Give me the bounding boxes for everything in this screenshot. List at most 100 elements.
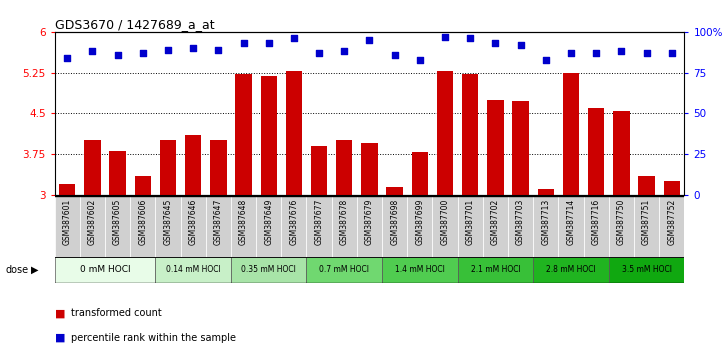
Bar: [332, 196, 357, 258]
Bar: [185, 135, 202, 195]
Bar: [336, 141, 352, 195]
Text: 2.1 mM HOCl: 2.1 mM HOCl: [470, 266, 521, 274]
Text: GSM387678: GSM387678: [340, 198, 349, 245]
Bar: [411, 152, 428, 195]
Bar: [387, 187, 403, 195]
Bar: [533, 196, 558, 258]
Text: GSM387645: GSM387645: [164, 198, 173, 245]
Point: [565, 50, 577, 56]
Point: [137, 50, 149, 56]
Bar: [59, 184, 76, 195]
Point: [237, 40, 249, 46]
Point: [666, 50, 678, 56]
Bar: [588, 108, 604, 195]
Bar: [261, 76, 277, 195]
Point: [489, 40, 501, 46]
Point: [187, 45, 199, 51]
Bar: [55, 196, 80, 258]
Point: [87, 48, 98, 54]
Text: GSM387605: GSM387605: [113, 198, 122, 245]
Point: [439, 34, 451, 40]
Text: 3.5 mM HOCl: 3.5 mM HOCl: [622, 266, 671, 274]
Bar: [462, 74, 478, 195]
Bar: [84, 141, 100, 195]
Bar: [638, 176, 654, 195]
Bar: [256, 196, 281, 258]
Text: ■: ■: [55, 333, 65, 343]
Point: [616, 48, 628, 54]
Bar: [382, 196, 407, 258]
Text: GSM387752: GSM387752: [668, 198, 676, 245]
Bar: [109, 151, 126, 195]
Text: GSM387606: GSM387606: [138, 198, 147, 245]
Bar: [458, 196, 483, 258]
Bar: [281, 196, 306, 258]
Text: 1.4 mM HOCl: 1.4 mM HOCl: [395, 266, 445, 274]
Text: ▶: ▶: [31, 265, 38, 275]
Point: [414, 57, 426, 62]
Bar: [306, 196, 332, 258]
Bar: [634, 196, 659, 258]
Text: GSM387713: GSM387713: [542, 198, 550, 245]
Point: [313, 50, 325, 56]
Bar: [155, 196, 181, 258]
Bar: [437, 72, 454, 195]
Bar: [513, 101, 529, 195]
Bar: [135, 176, 151, 195]
Text: GSM387700: GSM387700: [440, 198, 449, 245]
Text: GSM387703: GSM387703: [516, 198, 525, 245]
Text: GSM387699: GSM387699: [416, 198, 424, 245]
Bar: [458, 257, 533, 283]
Point: [515, 42, 526, 48]
Point: [590, 50, 602, 56]
Point: [288, 35, 300, 41]
Bar: [210, 141, 226, 195]
Text: GSM387646: GSM387646: [189, 198, 197, 245]
Bar: [659, 196, 684, 258]
Bar: [206, 196, 231, 258]
Bar: [231, 257, 306, 283]
Bar: [432, 196, 458, 258]
Text: GSM387714: GSM387714: [566, 198, 575, 245]
Point: [540, 57, 552, 62]
Text: GSM387602: GSM387602: [88, 198, 97, 245]
Text: percentile rank within the sample: percentile rank within the sample: [71, 333, 236, 343]
Point: [464, 35, 476, 41]
Text: GSM387679: GSM387679: [365, 198, 374, 245]
Bar: [306, 257, 382, 283]
Bar: [483, 196, 508, 258]
Text: GSM387649: GSM387649: [264, 198, 273, 245]
Bar: [609, 196, 634, 258]
Text: dose: dose: [6, 265, 29, 275]
Point: [263, 40, 274, 46]
Point: [112, 52, 124, 57]
Point: [363, 37, 376, 43]
Bar: [563, 73, 579, 195]
Bar: [663, 181, 680, 195]
Text: GSM387698: GSM387698: [390, 198, 399, 245]
Text: GSM387677: GSM387677: [314, 198, 323, 245]
Bar: [80, 196, 105, 258]
Bar: [508, 196, 533, 258]
Text: GDS3670 / 1427689_a_at: GDS3670 / 1427689_a_at: [55, 18, 214, 31]
Bar: [55, 257, 155, 283]
Point: [162, 47, 174, 53]
Point: [389, 52, 400, 57]
Point: [61, 55, 73, 61]
Bar: [231, 196, 256, 258]
Text: 0.35 mM HOCl: 0.35 mM HOCl: [241, 266, 296, 274]
Text: GSM387750: GSM387750: [617, 198, 626, 245]
Text: GSM387701: GSM387701: [466, 198, 475, 245]
Bar: [357, 196, 382, 258]
Bar: [487, 100, 504, 195]
Text: 0.14 mM HOCl: 0.14 mM HOCl: [166, 266, 221, 274]
Text: GSM387676: GSM387676: [290, 198, 298, 245]
Bar: [181, 196, 206, 258]
Text: GSM387751: GSM387751: [642, 198, 651, 245]
Text: ■: ■: [55, 308, 65, 318]
Text: GSM387601: GSM387601: [63, 198, 71, 245]
Bar: [613, 110, 630, 195]
Bar: [285, 71, 302, 195]
Text: 0.7 mM HOCl: 0.7 mM HOCl: [320, 266, 369, 274]
Text: GSM387716: GSM387716: [592, 198, 601, 245]
